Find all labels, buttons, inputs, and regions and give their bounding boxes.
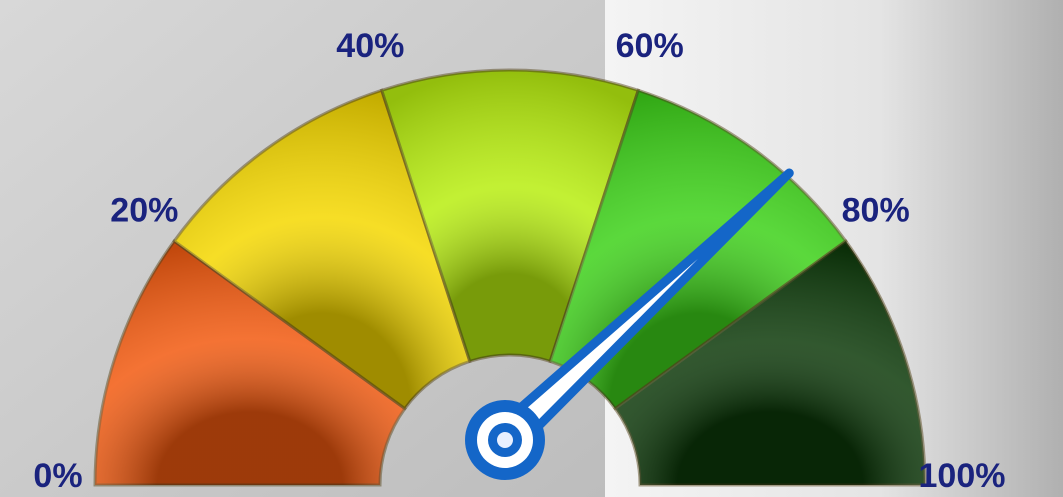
needle-hub-dot bbox=[497, 432, 513, 448]
tick-label: 40% bbox=[336, 27, 404, 65]
tick-label: 0% bbox=[33, 457, 82, 495]
tick-label: 80% bbox=[842, 191, 910, 229]
tick-label: 20% bbox=[110, 191, 178, 229]
tick-label: 60% bbox=[616, 27, 684, 65]
segment-shade bbox=[381, 70, 639, 362]
segment-shade bbox=[95, 241, 405, 485]
segment-shade bbox=[615, 241, 925, 485]
segment-shade bbox=[174, 90, 470, 409]
tick-label: 100% bbox=[919, 457, 1006, 495]
